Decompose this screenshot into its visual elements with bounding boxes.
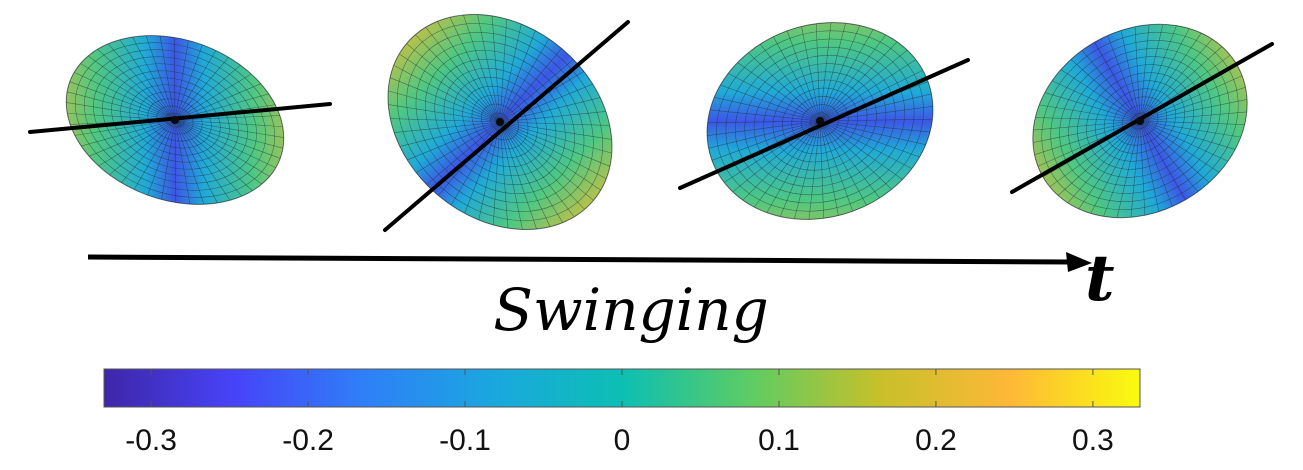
colorbar-ticks: -0.3 -0.2 -0.1 0 0.1 0.2 0.3 (125, 369, 1114, 457)
ellipse-mesh (65, 35, 285, 205)
ellipse-center (1136, 117, 1144, 125)
colorbar-tick-label: 0.1 (758, 424, 800, 457)
time-arrow: t (87, 241, 1115, 316)
caption-label: Swinging (493, 276, 768, 344)
ellipse-center (816, 117, 824, 125)
ellipse-center (496, 118, 504, 126)
colorbar-tick-label: -0.3 (125, 424, 177, 457)
ellipse-pattern (679, 0, 961, 251)
ellipse-outline (65, 35, 285, 205)
ellipse-center (171, 116, 179, 124)
swing-axis-line (28, 102, 332, 134)
colorbar: -0.3 -0.2 -0.1 0 0.1 0.2 0.3 (103, 368, 1141, 457)
swing-axis-line (678, 58, 970, 190)
ellipse-outline (706, 22, 934, 220)
ellipse-outline (387, 13, 613, 231)
colorbar-tick-label: 0.2 (915, 424, 957, 457)
time-arrow-head (1066, 252, 1092, 272)
colorbar-tick-label: 0.3 (1072, 424, 1114, 457)
time-label: t (1085, 241, 1115, 316)
colorbar-tick-label: 0 (614, 424, 631, 457)
ellipse-frame-3 (678, 0, 970, 251)
colorbar-tick-label: -0.2 (282, 424, 334, 457)
time-arrow-line (87, 254, 1073, 265)
swing-axis-line (383, 20, 630, 232)
colorbar-tick-label: -0.1 (439, 424, 491, 457)
colorbar-strip (103, 368, 1141, 408)
